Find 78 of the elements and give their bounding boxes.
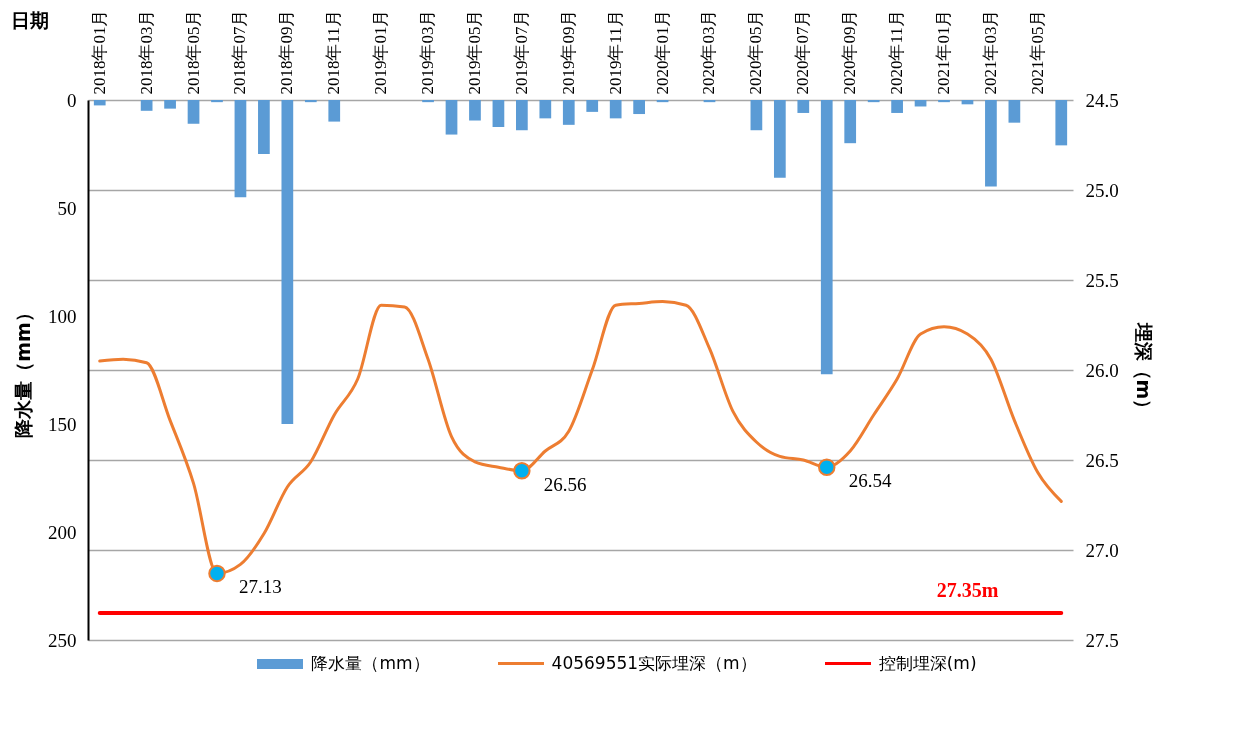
y-axis-title: 降水量（mm） <box>12 303 34 438</box>
bar <box>93 100 106 106</box>
data-label: 27.35m <box>936 579 999 601</box>
y2-tick-label: 27.0 <box>1085 539 1119 561</box>
bar <box>562 100 575 125</box>
data-label: 26.54 <box>848 470 892 492</box>
point <box>208 564 226 583</box>
bar <box>164 100 176 109</box>
bar <box>140 100 153 111</box>
bar <box>422 100 434 103</box>
x-tick-label: 2018年11月 <box>324 10 344 95</box>
bar <box>1008 100 1021 123</box>
x-tick-label: 2020年09月 <box>840 9 860 95</box>
x-tick-label: 2019年09月 <box>558 9 578 95</box>
bar <box>187 100 200 124</box>
x-tick-label: 2020年11月 <box>887 10 907 95</box>
x-tick-label: 2019年03月 <box>418 9 438 95</box>
data-label: 27.13 <box>238 576 282 598</box>
bar <box>586 100 599 112</box>
bar <box>773 100 786 178</box>
y2-tick-label: 25.5 <box>1085 269 1119 291</box>
legend-label: 40569551实际埋深（m） <box>551 652 757 675</box>
bar <box>281 100 294 424</box>
bar <box>633 100 645 115</box>
x-tick-label: 2018年09月 <box>277 9 297 95</box>
x-tick-label: 2020年03月 <box>699 9 719 95</box>
bar <box>820 100 833 375</box>
y-tick-label: 250 <box>48 629 77 651</box>
y-tick-label: 150 <box>48 413 77 435</box>
y-tick-label: 50 <box>57 197 77 219</box>
y2-tick-label: 26.5 <box>1085 449 1119 471</box>
x-tick-label: 2018年07月 <box>230 9 250 95</box>
data-label: 26.56 <box>543 473 587 495</box>
bar <box>891 100 903 113</box>
y2-tick-label: 25.0 <box>1085 179 1119 201</box>
y2-tick-label: 24.5 <box>1085 89 1119 111</box>
x-tick-label: 2019年05月 <box>464 9 484 95</box>
bar <box>797 100 810 113</box>
x-tick-label: 2019年11月 <box>605 10 625 95</box>
legend-label: 降水量（mm） <box>311 652 430 675</box>
x-tick-label: 2019年01月 <box>371 9 391 95</box>
bar <box>492 100 505 127</box>
bar <box>258 100 270 154</box>
x-tick-label: 2018年05月 <box>183 9 203 95</box>
x-tick-label: 2018年01月 <box>89 9 109 95</box>
point <box>818 458 836 476</box>
bar <box>211 100 223 103</box>
bar <box>844 100 857 144</box>
bar <box>1055 100 1068 146</box>
bar <box>985 100 997 187</box>
y-tick-label: 100 <box>48 305 77 327</box>
x-tick-label: 2020年07月 <box>793 9 813 95</box>
x-tick-label: 2021年01月 <box>934 9 954 95</box>
y2-axis-title: 埋深（m） <box>1132 321 1155 419</box>
bar <box>539 100 552 119</box>
x-tick-label: 2019年07月 <box>511 9 531 95</box>
bar <box>469 100 481 121</box>
bar <box>304 100 317 103</box>
bar <box>750 100 763 131</box>
y-tick-label: 0 <box>67 89 77 111</box>
y2-tick-label: 27.5 <box>1085 629 1119 651</box>
x-tick-label: 2021年03月 <box>980 9 1000 95</box>
x-tick-label: 2020年01月 <box>652 9 672 95</box>
bar <box>328 100 341 122</box>
bar <box>938 100 950 103</box>
x-axis-title: 日期 <box>10 8 49 31</box>
y2-tick-label: 26.0 <box>1085 359 1119 381</box>
point <box>513 462 531 480</box>
x-tick-label: 2018年03月 <box>136 9 156 95</box>
bar <box>609 100 622 119</box>
bar <box>516 100 528 131</box>
bar <box>867 100 880 103</box>
x-tick-label: 2020年05月 <box>746 9 766 95</box>
bar <box>234 100 247 198</box>
y-tick-label: 200 <box>48 521 77 543</box>
legend-label: 控制埋深(m) <box>878 652 977 675</box>
bar <box>445 100 458 135</box>
x-tick-label: 2021年05月 <box>1027 9 1047 95</box>
